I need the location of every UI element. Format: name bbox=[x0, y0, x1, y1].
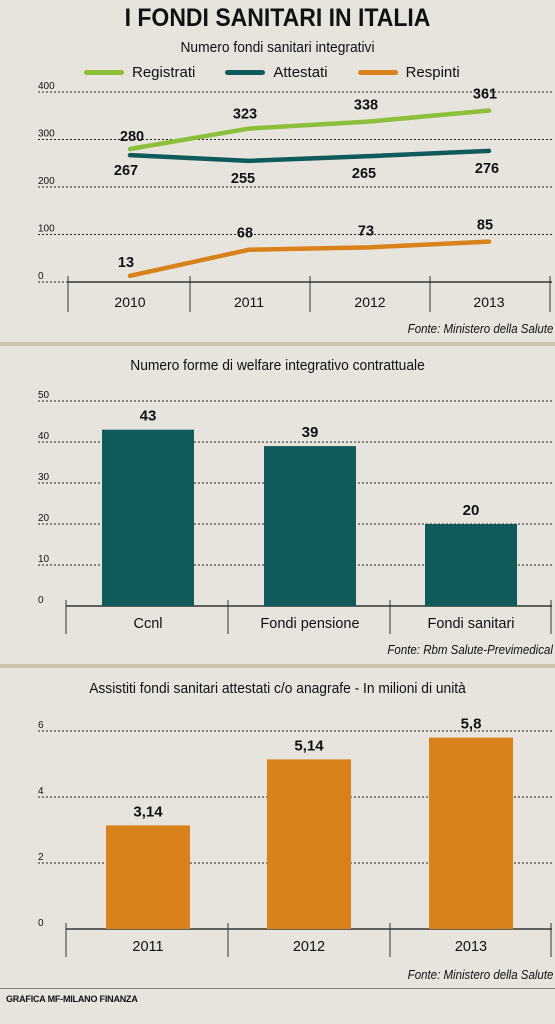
chart2-bar bbox=[264, 446, 356, 606]
chart1-xtick-label: 2011 bbox=[234, 294, 264, 310]
divider-2 bbox=[0, 664, 555, 668]
chart1-ytick-label: 300 bbox=[38, 129, 55, 140]
chart2-ytick-label: 10 bbox=[38, 554, 50, 565]
legend-label-respinti: Respinti bbox=[405, 64, 460, 81]
chart1-source: Fonte: Ministero della Salute bbox=[407, 322, 553, 336]
chart1-xtick-label: 2010 bbox=[114, 294, 145, 310]
chart1-data-label: 276 bbox=[475, 161, 499, 177]
chart3-data-label: 5,14 bbox=[294, 737, 324, 754]
chart1-series-line-registrati bbox=[127, 108, 492, 152]
chart1-data-label: 255 bbox=[231, 171, 255, 187]
credit-text: GRAFICA MF-MILANO FINANZA bbox=[6, 994, 138, 1004]
chart2-source: Fonte: Rbm Salute-Previmedical bbox=[387, 643, 553, 657]
chart1-data-label: 13 bbox=[118, 255, 134, 271]
chart3-xtick-label: 2011 bbox=[132, 939, 163, 955]
chart2-data-label: 20 bbox=[463, 502, 480, 519]
chart3-xtick-label: 2012 bbox=[293, 939, 325, 955]
chart2-data-label: 39 bbox=[302, 424, 319, 441]
chart1-title: Numero fondi sanitari integrativi bbox=[180, 39, 375, 56]
chart2-title: Numero forme di welfare integrativo cont… bbox=[130, 357, 425, 374]
chart1-data-label: 361 bbox=[473, 87, 497, 103]
chart1-ytick-label: 200 bbox=[38, 176, 55, 187]
chart2-xtick-label: Ccnl bbox=[133, 616, 162, 632]
chart1-data-label: 280 bbox=[120, 129, 144, 145]
chart3-title: Assistiti fondi sanitari attestati c/o a… bbox=[89, 680, 466, 697]
chart1-data-label: 68 bbox=[237, 226, 253, 242]
chart2-ytick-label: 50 bbox=[38, 390, 50, 401]
chart1-data-label: 265 bbox=[352, 166, 376, 182]
chart1-ytick-label: 400 bbox=[38, 81, 55, 92]
chart1-xtick-label: 2012 bbox=[354, 294, 385, 310]
chart1-series-line-respinti bbox=[127, 239, 492, 279]
chart2-ytick-label: 0 bbox=[38, 595, 44, 606]
chart2-xtick-label: Fondi sanitari bbox=[427, 616, 514, 632]
chart3-ytick-label: 6 bbox=[38, 720, 44, 731]
chart1-data-label: 73 bbox=[358, 223, 374, 239]
legend-item-respinti: Respinti bbox=[357, 64, 460, 81]
chart3-bar bbox=[429, 737, 513, 929]
chart1-svg: 0 100 200 300 400 2010 2011 2012 2013 280 323 338 36… bbox=[38, 81, 552, 312]
chart3-bar bbox=[267, 759, 351, 929]
chart3-ytick-label: 4 bbox=[38, 786, 44, 797]
chart3-source: Fonte: Ministero della Salute bbox=[407, 968, 553, 982]
chart3-data-label: 5,8 bbox=[461, 716, 482, 733]
chart2-ytick-label: 30 bbox=[38, 472, 50, 483]
legend-label-attestati: Attestati bbox=[273, 64, 328, 81]
legend-item-attestati: Attestati bbox=[225, 64, 328, 81]
chart2-xtick-label: Fondi pensione bbox=[260, 616, 359, 632]
chart2-data-label: 43 bbox=[140, 408, 157, 425]
chart1-data-label: 267 bbox=[114, 163, 138, 179]
chart1-data-label: 338 bbox=[354, 97, 378, 113]
chart1-series-line-attestati bbox=[127, 148, 492, 164]
chart1-legend: Registrati Attestati Respinti bbox=[84, 64, 490, 81]
chart2-svg: 0 10 20 30 40 50 43 Ccnl 39 Fondi pensione 20 Fondi… bbox=[38, 390, 552, 634]
chart3-data-label: 3,14 bbox=[133, 803, 163, 820]
chart1-xtick-label: 2013 bbox=[473, 294, 504, 310]
chart1-data-label: 85 bbox=[477, 218, 493, 234]
legend-label-registrati: Registrati bbox=[132, 64, 196, 81]
chart1-data-label: 323 bbox=[233, 107, 257, 123]
legend-swatch-respinti bbox=[357, 70, 398, 75]
chart3-ytick-label: 2 bbox=[38, 852, 44, 863]
legend-swatch-registrati bbox=[84, 70, 124, 75]
chart3-ytick-label: 0 bbox=[38, 918, 44, 929]
bottom-rule bbox=[0, 988, 555, 989]
legend-swatch-attestati bbox=[225, 70, 266, 75]
chart3-xtick-label: 2013 bbox=[455, 939, 487, 955]
chart1-ytick-label: 100 bbox=[38, 224, 55, 235]
chart2-ytick-label: 40 bbox=[38, 431, 50, 442]
chart2-bar bbox=[425, 524, 517, 606]
chart2-ytick-label: 20 bbox=[38, 513, 50, 524]
legend-item-registrati: Registrati bbox=[84, 64, 195, 81]
chart3-bar bbox=[106, 825, 190, 929]
chart1-ytick-label: 0 bbox=[38, 271, 44, 282]
page-title: I FONDI SANITARI IN ITALIA bbox=[124, 4, 431, 32]
chart2-bar bbox=[102, 429, 194, 606]
chart3-svg: 0 2 4 6 3,14 2011 5,14 2012 5,8 2013 bbox=[38, 716, 552, 957]
divider-1 bbox=[0, 342, 555, 346]
